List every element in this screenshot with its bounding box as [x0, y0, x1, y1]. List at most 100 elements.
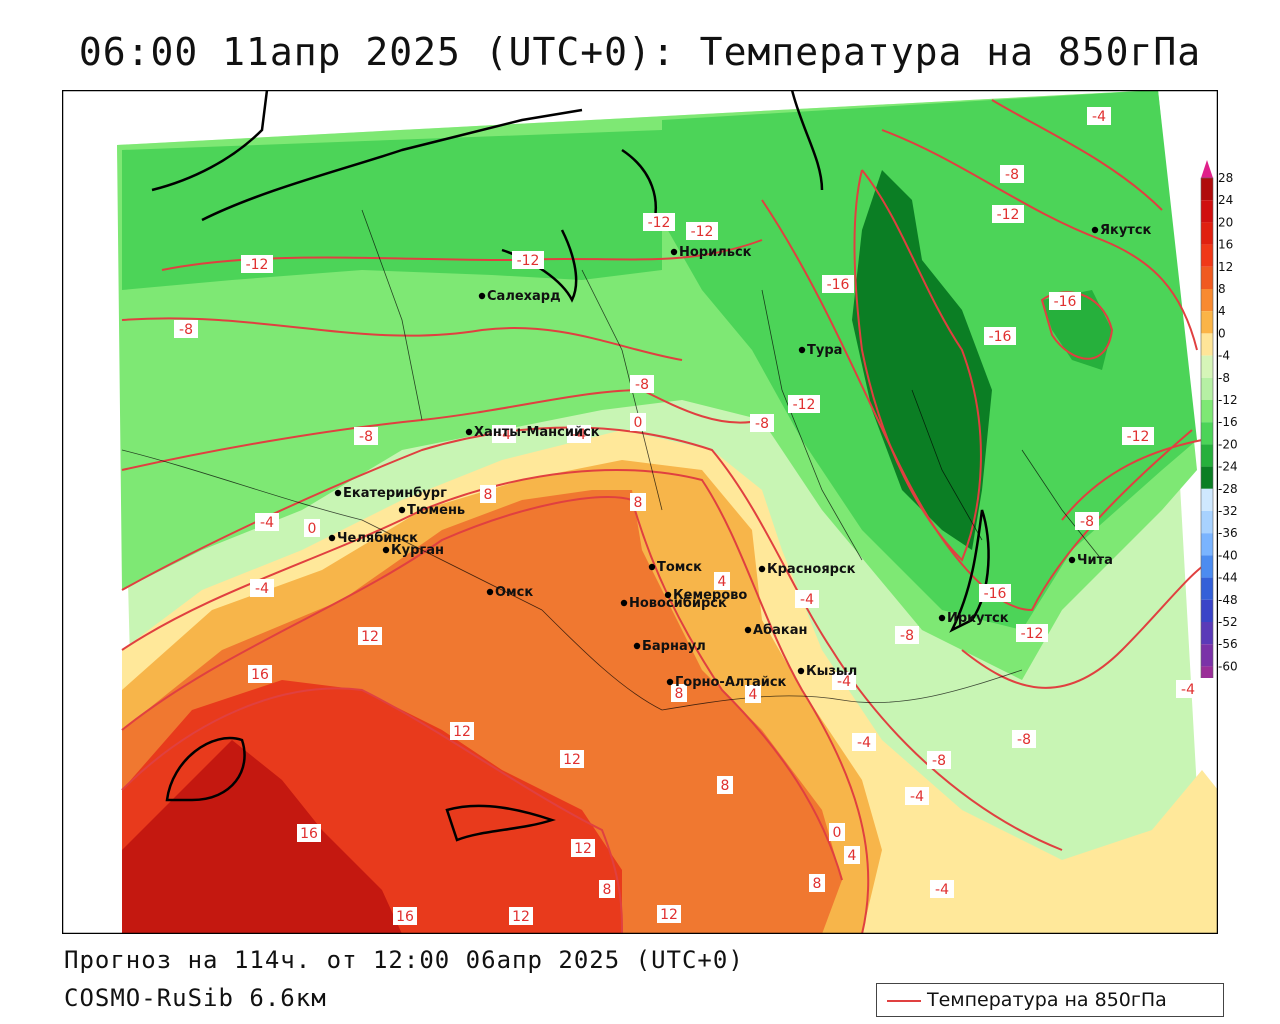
contour-label: -12: [512, 251, 544, 269]
contour-label-text: -4: [935, 882, 949, 898]
city-marker: Чита: [1068, 553, 1113, 568]
contour-label-text: -12: [246, 257, 269, 273]
colorbar-tick-label: -16: [1218, 415, 1238, 429]
city-name: Екатеринбург: [343, 486, 447, 501]
contour-label: -16: [822, 275, 854, 293]
contour-label: -4: [905, 787, 929, 805]
colorbar-tick-label: -28: [1218, 482, 1238, 496]
contour-label-text: -4: [1092, 109, 1106, 125]
city-dot: [486, 588, 494, 596]
temperature-field: [117, 90, 1218, 934]
colorbar-tick-label: -36: [1218, 526, 1238, 540]
city-name: Салехард: [487, 289, 561, 304]
colorbar-tick-label: -4: [1218, 349, 1230, 363]
city-name: Томск: [657, 560, 702, 575]
contour-label: 16: [248, 665, 272, 683]
city-dot: [664, 591, 672, 599]
contour-label-text: -8: [755, 416, 769, 432]
contour-label-text: 0: [308, 521, 317, 537]
city-name: Барнаул: [642, 639, 706, 654]
city-name: Кызыл: [806, 664, 857, 679]
city-name: Якутск: [1100, 223, 1152, 238]
contour-label-text: 8: [675, 686, 684, 702]
colorbar-tick-label: -32: [1218, 504, 1238, 518]
contour-label: -4: [255, 513, 279, 531]
contour-label-text: -12: [1127, 429, 1150, 445]
colorbar-swatch: [1201, 377, 1213, 400]
colorbar-tick-label: -44: [1218, 571, 1238, 585]
city-name: Красноярск: [767, 562, 856, 577]
colorbar-tick-label: 4: [1218, 304, 1226, 318]
contour-label-text: -8: [932, 753, 946, 769]
city-name: Тюмень: [407, 503, 465, 518]
temperature-map: -4 -8 -12 -12 -12 -12 -12 -16 -16 -16 -8 -8 -12 -8 -8 -…: [62, 90, 1218, 934]
contour-label-text: -4: [260, 515, 274, 531]
colorbar-swatch: [1201, 289, 1213, 312]
contour-label: -8: [750, 414, 774, 432]
city-marker: Тюмень: [398, 503, 465, 518]
city-marker: Томск: [648, 560, 702, 575]
contour-label: -16: [1049, 292, 1081, 310]
city-marker: Кемерово: [664, 588, 747, 603]
contour-label: -4: [250, 579, 274, 597]
contour-label: -4: [1176, 680, 1200, 698]
contour-label: 16: [393, 907, 417, 925]
contour-label: 8: [630, 493, 646, 511]
city-marker: Абакан: [744, 623, 808, 638]
city-name: Новосибирск: [629, 596, 727, 611]
colorbar-tick-label: -8: [1218, 371, 1230, 385]
contour-label-text: -16: [984, 586, 1007, 602]
city-marker: Ханты-Мансийск: [465, 425, 600, 440]
contour-label: 4: [844, 846, 860, 864]
colorbar-swatch: [1201, 577, 1213, 600]
zone-very-cold: [852, 170, 992, 550]
contour-label-text: -4: [497, 427, 511, 443]
contour-label-text: 8: [603, 882, 612, 898]
contour-label-text: -12: [793, 397, 816, 413]
zone-cold-west: [122, 130, 662, 290]
contour-label-text: -4: [800, 592, 814, 608]
forecast-info: Прогноз на 114ч. от 12:00 06апр 2025 (UT…: [64, 946, 744, 974]
colorbar-swatch: [1201, 355, 1213, 378]
colorbar-ticks: 28 24 20 16 12 8 4 0 -4 -8 -12 -16 -20 -24 -28 -32 -36 -4…: [1218, 171, 1238, 673]
contour-label: 12: [509, 907, 533, 925]
contour-label: -8: [630, 375, 654, 393]
contour-label: 0: [304, 519, 320, 537]
city-marker: Челябинск: [328, 531, 418, 546]
city-marker: Салехард: [478, 289, 561, 304]
city-dot: [1091, 226, 1099, 234]
contour-label-text: 16: [300, 826, 318, 842]
colorbar-arrow-up: [1201, 160, 1213, 178]
city-name: Иркутск: [947, 611, 1009, 626]
contour-label-text: -12: [517, 253, 540, 269]
city-dot: [398, 506, 406, 514]
city-marker: Красноярск: [758, 562, 856, 577]
city-dot: [334, 489, 342, 497]
contour-label: 12: [657, 905, 681, 923]
colorbar: 28 24 20 16 12 8 4 0 -4 -8 -12 -16 -20 -24 -28 -32 -36 -4…: [1200, 160, 1238, 678]
map-title: 06:00 11апр 2025 (UTC+0): Температура на…: [78, 30, 1202, 74]
colorbar-swatch: [1201, 333, 1213, 356]
contour-label-text: 12: [361, 629, 379, 645]
colorbar-tick-label: 8: [1218, 282, 1226, 296]
city-dot: [620, 599, 628, 607]
contour-label-text: -8: [1005, 167, 1019, 183]
contour-label: -8: [174, 320, 198, 338]
city-name: Омск: [495, 585, 533, 600]
contour-label-text: 12: [453, 724, 471, 740]
contour-label-text: -4: [572, 427, 586, 443]
colorbar-tick-label: 28: [1218, 171, 1233, 185]
city-dot: [1068, 556, 1076, 564]
contour-label: -8: [1000, 165, 1024, 183]
city-dot: [798, 346, 806, 354]
contour-label: 8: [480, 485, 496, 503]
legend: Температура на 850гПа: [876, 983, 1224, 1017]
colorbar-swatch: [1201, 488, 1213, 511]
city-dot: [633, 642, 641, 650]
contour-label: 4: [714, 572, 730, 590]
contour-label-text: -8: [900, 628, 914, 644]
contour-label-text: 4: [718, 574, 727, 590]
contour-label: 12: [560, 750, 584, 768]
colorbar-swatch: [1201, 666, 1213, 678]
city-marker: Якутск: [1091, 223, 1152, 238]
